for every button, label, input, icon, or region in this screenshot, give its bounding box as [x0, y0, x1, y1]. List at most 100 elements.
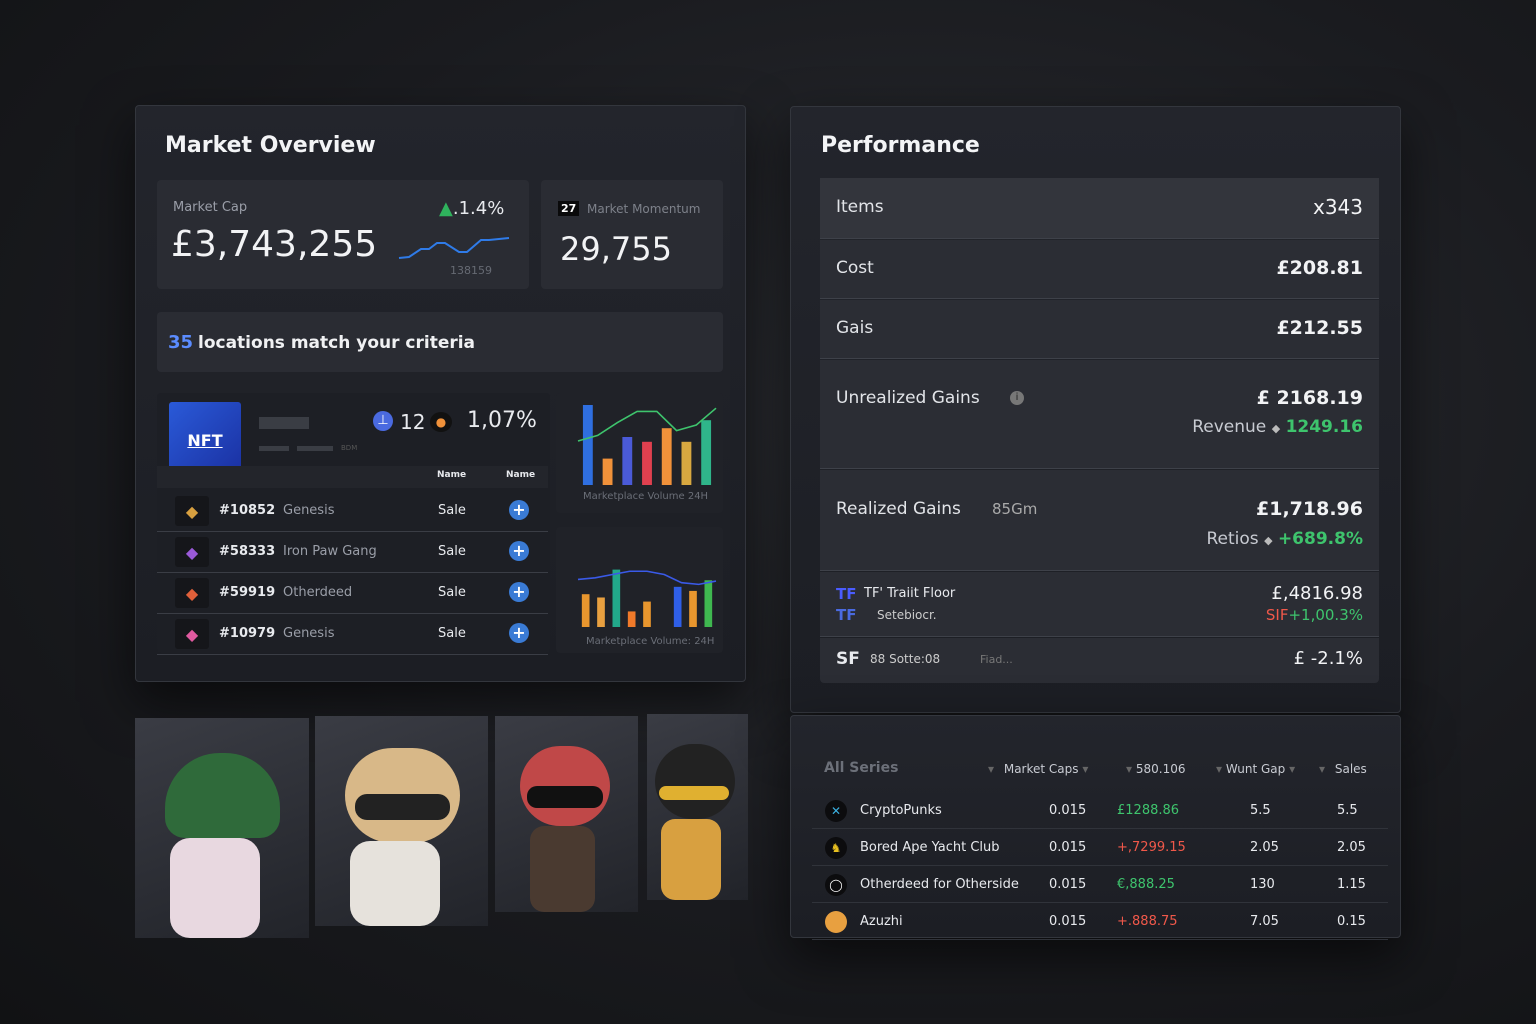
col-price[interactable]: ▾ 580.106: [1126, 762, 1186, 776]
chart-bar: [689, 590, 697, 627]
unrealized-label: Unrealized Gains: [836, 388, 980, 408]
chart-bar: [661, 428, 672, 485]
criteria-bar[interactable]: 35 locations match your criteria: [157, 312, 723, 372]
list-item[interactable]: ◆ #58333 Iron Paw Gang Sale +: [157, 532, 548, 573]
placeholder-bar: [259, 417, 309, 429]
item-name: Otherdeed: [283, 585, 353, 600]
add-button[interactable]: +: [509, 541, 529, 561]
series-table-panel: [790, 715, 1401, 938]
nft-image-3[interactable]: [495, 716, 638, 912]
momentum-value: 29,755: [560, 230, 672, 268]
chart-bar: [643, 601, 651, 627]
item-id: #59919: [219, 585, 276, 600]
nft-thumbnail: ◆: [175, 496, 209, 526]
add-button[interactable]: +: [509, 582, 529, 602]
momentum-card: 27 Market Momentum 29,755: [541, 180, 723, 289]
perf-row-items: Items x343: [820, 178, 1379, 239]
chart-svg: Marketplace Volume: 24H: [577, 569, 717, 647]
collection-name: CryptoPunks: [860, 803, 942, 818]
gap: 7.05: [1250, 914, 1279, 929]
diamond-icon: ◆: [1264, 534, 1273, 547]
collection-logo-icon: ♞: [825, 837, 847, 859]
trait-change: +1,00.3%: [1288, 606, 1363, 624]
nft-image-2[interactable]: [315, 716, 488, 926]
perf-row-realized: Realized Gains 85Gm £1,718.96 Retios ◆ +…: [820, 470, 1379, 571]
list-item[interactable]: ◆ #10979 Genesis Sale +: [157, 614, 548, 655]
items-label: Items: [836, 197, 884, 217]
gap: 5.5: [1250, 803, 1271, 818]
col-gap[interactable]: ▾ Wunt Gap ▾: [1216, 762, 1296, 776]
table-row[interactable]: ♞ Bored Ape Yacht Club 0.015 +,7299.15 2…: [812, 829, 1388, 866]
eth-icon: ⊥: [373, 411, 393, 431]
sparkline: [398, 237, 510, 259]
realized-extra: 85Gm: [992, 500, 1038, 518]
chart-bar: [622, 437, 633, 485]
chart-bar: [581, 594, 590, 627]
chart-bar: [602, 458, 613, 485]
add-button[interactable]: +: [509, 500, 529, 520]
nft-image-1[interactable]: [135, 718, 309, 938]
sif-label: SIF: [1265, 606, 1289, 624]
item-status: Sale: [438, 544, 466, 559]
market-cap-change: ▲.1.4%: [439, 198, 504, 219]
table-row[interactable]: ● Azuzhi 0.015 +.888.75 7.05 0.15: [812, 903, 1388, 940]
col-label: Wunt Gap: [1225, 762, 1286, 776]
col-label: Sales: [1334, 762, 1367, 776]
add-button[interactable]: +: [509, 623, 529, 643]
item-name: Genesis: [283, 503, 335, 518]
gais-label: Gais: [836, 318, 874, 338]
sales: 0.15: [1337, 914, 1366, 929]
up-triangle-icon: ▲: [439, 198, 453, 219]
sf-value: £ -2.1%: [1293, 648, 1363, 669]
realized-label: Realized Gains: [836, 499, 961, 519]
market-cap-label: Market Cap: [173, 200, 248, 215]
chart-bar: [673, 586, 682, 627]
placeholder-bar: [259, 446, 289, 451]
perf-row-gais: Gais £212.55: [820, 300, 1379, 359]
table-row[interactable]: ◯ Otherdeed for Otherside 0.015 €,888.25…: [812, 866, 1388, 903]
market-cap-card: Market Cap £3,743,255 ▲.1.4% 138159: [157, 180, 529, 289]
momentum-label: Market Momentum: [587, 202, 701, 216]
items-value: x343: [1312, 195, 1363, 219]
page-title: Market Overview: [165, 133, 376, 158]
collection-logo-icon: ●: [825, 911, 847, 933]
volume-chart-1: Marketplace Volume 24H: [556, 393, 723, 513]
chart-title: Marketplace Volume 24H: [583, 491, 708, 502]
criteria-count: 35: [168, 332, 194, 353]
price: +.888.75: [1117, 914, 1178, 929]
col-market-caps[interactable]: ▾ Market Caps ▾: [988, 762, 1089, 776]
market-cap: 0.015: [1049, 877, 1087, 892]
col-sales[interactable]: ▾ Sales: [1319, 762, 1367, 776]
sales: 1.15: [1337, 877, 1366, 892]
chart-bar: [597, 597, 605, 627]
trait-sub-label: Setebiocr.: [877, 608, 937, 622]
diamond-icon: ◆: [1271, 422, 1281, 435]
market-cap: 0.015: [1049, 803, 1087, 818]
list-item[interactable]: ◆ #10852 Genesis Sale +: [157, 491, 548, 532]
unrealized-value: £ 2168.19: [1256, 387, 1363, 409]
chart-line: [577, 407, 717, 442]
market-cap: 0.015: [1049, 914, 1087, 929]
collection-percent: 1,07%: [467, 408, 537, 433]
tf-badge: TF: [836, 585, 857, 603]
price: £1288.86: [1117, 803, 1180, 818]
table-header: [157, 466, 548, 488]
price: €,888.25: [1117, 877, 1175, 892]
gap: 2.05: [1250, 840, 1279, 855]
tf-badge-2: TF: [836, 606, 857, 624]
table-row[interactable]: ✕ CryptoPunks 0.015 £1288.86 5.5 5.5: [812, 792, 1388, 829]
list-item[interactable]: ◆ #59919 Otherdeed Sale +: [157, 573, 548, 614]
chart-bar: [701, 420, 712, 485]
cost-label: Cost: [836, 258, 874, 278]
realized-value: £1,718.96: [1256, 498, 1363, 520]
sf-label: 88 Sotte:08: [870, 652, 941, 666]
col-all-series[interactable]: All Series: [824, 760, 899, 776]
perf-row-unrealized: Unrealized Gains i £ 2168.19 Revenue ◆ 1…: [820, 360, 1379, 469]
info-icon[interactable]: i: [1010, 391, 1024, 405]
revenue-label: Revenue: [1192, 417, 1267, 437]
revenue-value: 1249.16: [1285, 417, 1363, 437]
nft-image-4[interactable]: [647, 714, 748, 900]
item-name: Genesis: [283, 626, 335, 641]
sales: 5.5: [1337, 803, 1358, 818]
chart-bar: [642, 441, 652, 485]
